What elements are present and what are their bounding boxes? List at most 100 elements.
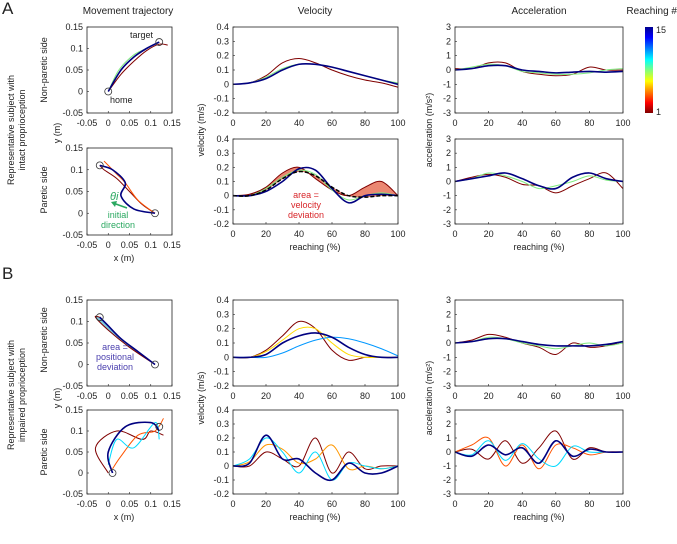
y-tick-label: -0.1: [213, 205, 229, 215]
y-tick-label: 0: [78, 87, 83, 97]
series-line-reach-1: [232, 437, 399, 474]
group-label-a: Representative subject with intact propr…: [6, 75, 27, 185]
series-line-reach-1: [94, 430, 164, 474]
x-tick-label: 0: [106, 118, 111, 128]
x-tick-label: 40: [294, 499, 304, 509]
plot-b2_acc: 0 20 40 60 80 100 -3 -2 -1 0 1 2 3: [443, 405, 631, 509]
x-tick-label: 40: [517, 229, 527, 239]
y-tick-label: -2: [443, 205, 451, 215]
annotation-velocity-area-1: area =: [293, 190, 319, 200]
annotation-direction: direction: [101, 220, 135, 230]
x-tick-label: 0.1: [144, 391, 157, 401]
y-tick-label: 0.05: [65, 447, 83, 457]
y-axis-label-acceleration-b: acceleration (m/s²): [424, 361, 434, 436]
x-tick-label: 20: [261, 118, 271, 128]
series-line-reach-8: [454, 63, 624, 75]
x-tick-label: 20: [484, 391, 494, 401]
y-tick-label: 0.3: [216, 36, 229, 46]
y-axis-label-traj-a: y (m): [52, 123, 62, 144]
x-tick-label: 20: [484, 229, 494, 239]
group-label-b: Representative subject with impaired pro…: [6, 340, 27, 450]
x-tick-label: 100: [390, 499, 405, 509]
y-tick-label: 0.05: [65, 187, 83, 197]
series-line-reach-10: [107, 422, 160, 465]
y-tick-label: 2: [446, 419, 451, 429]
x-tick-label: 0: [452, 229, 457, 239]
series-line-reach-15: [232, 62, 399, 86]
x-axis-label-traj-b: x (m): [114, 512, 135, 522]
y-tick-label: -0.2: [213, 489, 229, 499]
y-tick-label: 0.1: [70, 165, 83, 175]
x-tick-label: 80: [584, 118, 594, 128]
x-tick-label: 40: [294, 391, 304, 401]
x-tick-label: -0.05: [77, 240, 98, 250]
series-line-reach-8: [107, 41, 160, 92]
annotation-positional-area-3: deviation: [97, 362, 133, 372]
x-tick-label: 0: [106, 240, 111, 250]
x-axis-label-traj-a: x (m): [114, 253, 135, 263]
series-line-reach-8: [454, 336, 624, 350]
row-label-nonparetic-a: Non-paretic side: [39, 37, 49, 103]
x-tick-label: 0: [230, 118, 235, 128]
x-tick-label: -0.05: [77, 391, 98, 401]
x-tick-label: 0: [452, 391, 457, 401]
plot-a2_acc: 0 20 40 60 80 100 -3 -2 -1 0 1 2 3: [443, 134, 631, 239]
plot-a2_traj: -0.05 0 0.05 0.1 0.15 -0.05 0 0.05 0.1 0.15: [62, 143, 180, 250]
plot-a2_vel: 0 20 40 60 80 100 -0.2 -0.1 0 0.1 0.2 0.3 0.4: [213, 134, 405, 239]
x-tick-label: 20: [261, 391, 271, 401]
annotation-theta: θi: [110, 191, 119, 203]
x-tick-label: 80: [360, 391, 370, 401]
x-axis-label-acceleration-b: reaching (%): [513, 512, 564, 522]
y-tick-label: 0.4: [216, 295, 229, 305]
y-tick-label: 0: [446, 338, 451, 348]
x-tick-label: 60: [551, 118, 561, 128]
y-tick-label: 0.1: [216, 447, 229, 457]
y-tick-label: -0.05: [62, 230, 83, 240]
x-tick-label: 100: [615, 391, 630, 401]
series-line-reach-15: [454, 440, 624, 464]
y-tick-label: -2: [443, 367, 451, 377]
series-line-reach-1: [232, 320, 398, 361]
plot-a1_acc: 0 20 40 60 80 100 -3 -2 -1 0 1 2 3: [443, 22, 631, 128]
colorbar: [645, 27, 653, 113]
y-tick-label: 0: [224, 79, 229, 89]
series-line-reach-15: [232, 434, 399, 482]
plot-b1_acc: 0 20 40 60 80 100 -3 -2 -1 0 1 2 3: [443, 295, 631, 401]
series-line-reach-15: [232, 332, 399, 359]
y-tick-label: -1: [443, 191, 451, 201]
y-tick-label: -0.05: [62, 108, 83, 118]
y-tick-label: -0.2: [213, 108, 229, 118]
y-tick-label: 2: [446, 309, 451, 319]
plot-b2_vel: 0 20 40 60 80 100 -0.2 -0.1 0 0.1 0.2 0.3 0.4: [213, 405, 405, 509]
x-tick-label: 40: [517, 118, 527, 128]
y-axis-label-traj-b: y (m): [52, 388, 62, 409]
target-marker: [155, 38, 164, 46]
y-axis-label-acceleration-a: acceleration (m/s²): [424, 93, 434, 168]
x-tick-label: 20: [261, 229, 271, 239]
axes-box: [86, 409, 173, 495]
x-tick-label: 0.05: [121, 499, 139, 509]
group-label-b-line1: Representative subject with: [6, 340, 16, 450]
x-tick-label: 100: [615, 118, 630, 128]
series-line-reach-15: [99, 316, 156, 366]
x-tick-label: 100: [390, 391, 405, 401]
annotation-velocity-area-2: velocity: [291, 200, 322, 210]
x-tick-label: 80: [360, 229, 370, 239]
series-line-reach-15: [454, 64, 624, 74]
series-line-reach-1: [99, 165, 156, 214]
series-line-reach-15: [454, 172, 624, 190]
x-tick-label: 0: [230, 229, 235, 239]
y-tick-label: 0.15: [65, 143, 83, 153]
series-line-reach-10: [454, 440, 623, 467]
row-label-paretic-b: Paretic side: [39, 428, 49, 475]
y-tick-label: -0.1: [213, 475, 229, 485]
series-line-reach-1: [232, 166, 399, 197]
series-line-reach-15: [106, 421, 160, 474]
series-line-reach-8: [454, 172, 624, 190]
colorbar-max: 15: [656, 25, 666, 35]
column-title-acceleration: Acceleration: [511, 6, 566, 17]
plot-a1_traj: -0.05 0 0.05 0.1 0.15 -0.05 0 0.05 0.1 0.15: [62, 22, 180, 128]
x-tick-label: 0.1: [144, 240, 157, 250]
x-tick-label: 60: [551, 391, 561, 401]
colorbar-title: Reaching #: [626, 6, 677, 17]
